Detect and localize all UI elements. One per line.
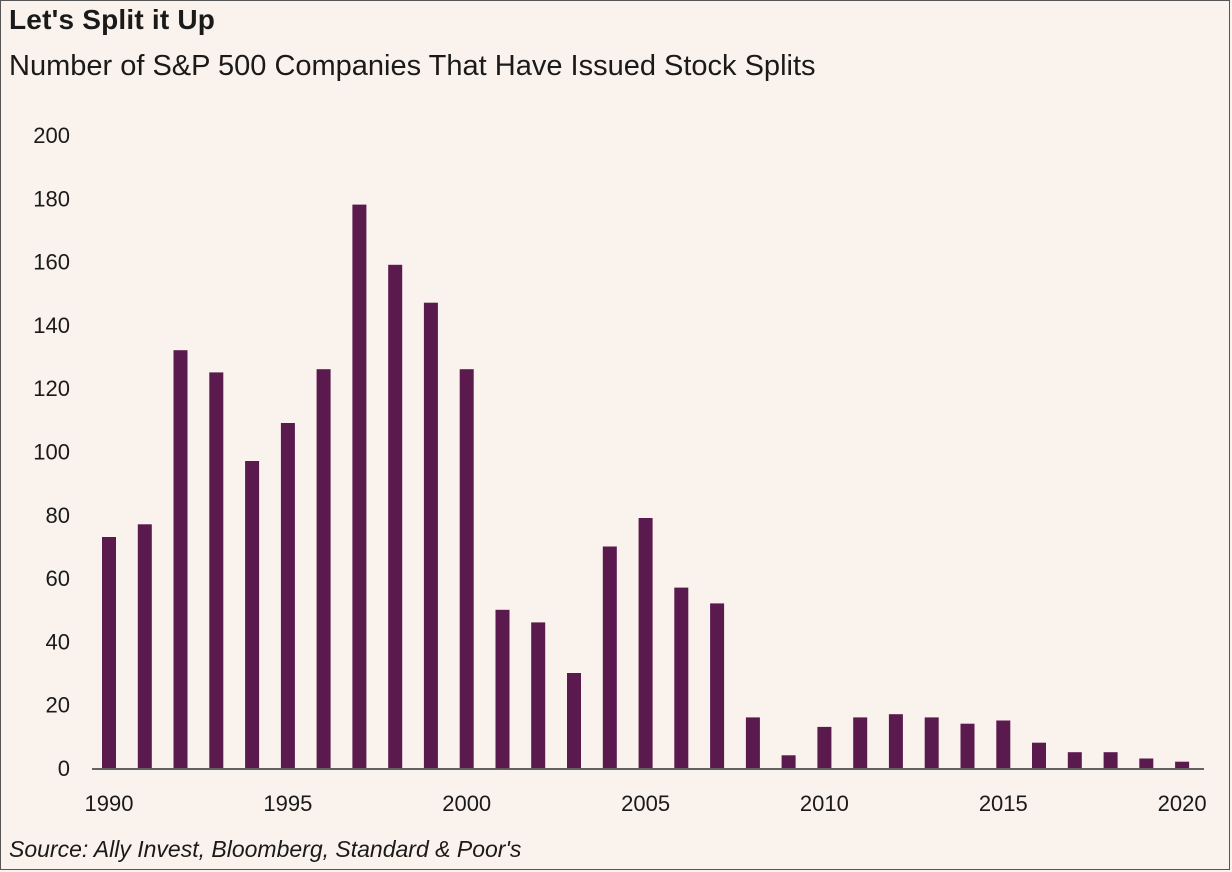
bar-1990 [102, 537, 116, 768]
x-tick-label: 2005 [621, 791, 670, 816]
bar-1997 [352, 204, 367, 769]
bar-1991 [137, 524, 152, 768]
y-tick-label: 20 [46, 693, 70, 718]
bar-2015 [996, 720, 1011, 768]
x-tick-label: 2010 [800, 791, 849, 816]
y-tick-label: 60 [46, 566, 70, 591]
bar-2012 [888, 714, 903, 768]
x-tick-label: 2020 [1158, 791, 1207, 816]
y-tick-label: 140 [33, 313, 70, 338]
bar-2006 [674, 587, 689, 768]
source-note: Source: Ally Invest, Bloomberg, Standard… [9, 836, 522, 862]
y-tick-label: 120 [33, 376, 70, 401]
bar-2001 [495, 609, 510, 769]
bar-2013 [924, 717, 939, 768]
y-tick-label: 100 [33, 440, 70, 465]
y-tick-label: 80 [46, 503, 70, 528]
x-tick-label: 2015 [979, 791, 1028, 816]
x-axis: 1990 1995 2000 2005 2010 2015 2020 [85, 791, 1207, 816]
bars [102, 204, 1190, 769]
x-tick-label: 1995 [263, 791, 312, 816]
chart-subtitle: Number of S&P 500 Companies That Have Is… [9, 50, 816, 82]
bar-2002 [531, 622, 546, 768]
bar-1998 [388, 264, 403, 768]
y-axis: 0 20 40 60 80 100 120 140 160 180 200 [33, 123, 70, 781]
bar-2017 [1067, 752, 1082, 768]
bar-2004 [602, 546, 617, 768]
bar-2003 [567, 673, 581, 768]
bar-2005 [638, 518, 653, 768]
bar-2009 [781, 755, 796, 768]
bar-1995 [280, 423, 295, 768]
bar-1992 [173, 350, 188, 768]
bar-2016 [1032, 742, 1046, 768]
bar-1993 [209, 372, 224, 768]
bar-2014 [960, 723, 975, 768]
y-tick-label: 40 [46, 629, 70, 654]
bar-1994 [245, 461, 260, 768]
bar-1996 [316, 369, 331, 768]
bar-1999 [423, 302, 438, 768]
x-tick-label: 2000 [442, 791, 491, 816]
bar-2000 [459, 369, 474, 768]
bar-2019 [1139, 758, 1154, 768]
bar-2020 [1175, 761, 1190, 768]
bar-2007 [710, 603, 725, 768]
bar-2018 [1103, 752, 1118, 768]
bar-2010 [817, 726, 832, 768]
bar-2008 [745, 717, 760, 768]
y-tick-label: 180 [33, 186, 70, 211]
y-tick-label: 200 [33, 123, 70, 148]
chart-title: Let's Split it Up [9, 4, 216, 35]
x-tick-label: 1990 [85, 791, 134, 816]
y-tick-label: 160 [33, 250, 70, 275]
bar-2011 [853, 717, 868, 768]
y-tick-label: 0 [58, 756, 70, 781]
